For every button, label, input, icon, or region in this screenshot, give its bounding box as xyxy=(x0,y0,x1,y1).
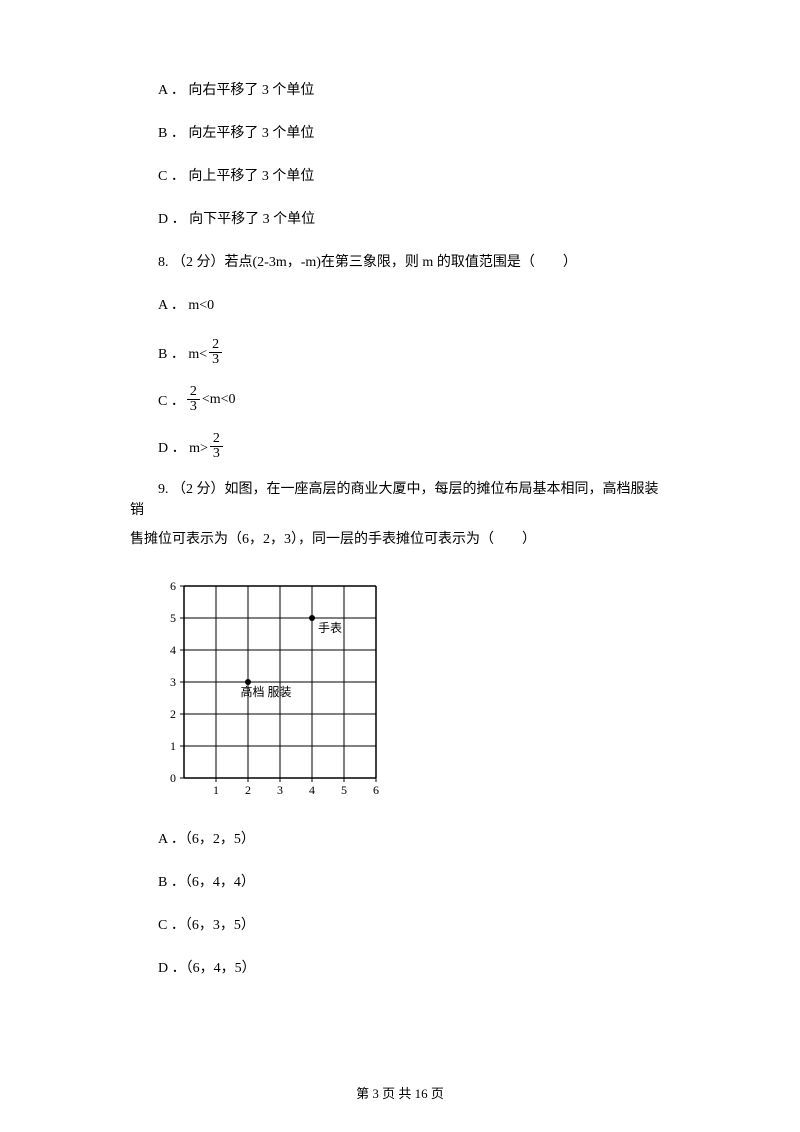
fraction-num: 2 xyxy=(210,432,223,447)
svg-text:1: 1 xyxy=(170,739,176,753)
option-8-d-prefix: D ． m> xyxy=(158,437,208,457)
option-8-a: A ． m<0 xyxy=(130,295,670,316)
fraction-den: 3 xyxy=(210,447,223,461)
svg-text:6: 6 xyxy=(170,579,176,593)
svg-text:6: 6 xyxy=(373,783,379,797)
svg-text:5: 5 xyxy=(170,611,176,625)
option-8-c-suffix: <m<0 xyxy=(202,392,236,408)
svg-text:0: 0 xyxy=(170,771,176,785)
question-8-prompt: 8. （2 分）若点(2-3m，-m)在第三象限，则 m 的取值范围是（ ） xyxy=(130,252,670,273)
option-8-d: D ． m> 2 3 xyxy=(130,432,670,461)
page-footer: 第 3 页 共 16 页 xyxy=(0,1083,800,1102)
svg-text:手表: 手表 xyxy=(318,621,342,635)
fraction-den: 3 xyxy=(187,400,200,414)
option-8-c-prefix: C ． xyxy=(158,390,185,410)
svg-text:4: 4 xyxy=(170,643,176,657)
option-9-c: C ．（6，3，5） xyxy=(130,915,670,936)
svg-text:1: 1 xyxy=(213,783,219,797)
option-7-d: D ． 向下平移了 3 个单位 xyxy=(130,209,670,230)
option-9-a: A ．（6，2，5） xyxy=(130,829,670,850)
fraction-num: 2 xyxy=(187,385,200,400)
svg-text:高档 服装: 高档 服装 xyxy=(240,684,291,699)
option-7-c: C ． 向上平移了 3 个单位 xyxy=(130,166,670,187)
svg-text:4: 4 xyxy=(309,783,315,797)
question-9-line2: 售摊位可表示为（6，2，3），同一层的手表摊位可表示为（ ） xyxy=(130,529,670,550)
coordinate-grid: 0 1 2 3 4 5 6 1 2 3 4 5 6 高档 服装 手表 xyxy=(158,570,406,802)
fraction-2-3: 2 3 xyxy=(209,338,222,367)
svg-text:5: 5 xyxy=(341,783,347,797)
option-8-b: B ． m< 2 3 xyxy=(130,338,670,367)
option-8-b-prefix: B ． m< xyxy=(158,343,207,363)
option-7-b: B ． 向左平移了 3 个单位 xyxy=(130,123,670,144)
svg-text:3: 3 xyxy=(277,783,283,797)
svg-text:2: 2 xyxy=(245,783,251,797)
fraction-num: 2 xyxy=(209,338,222,353)
option-9-b: B ．（6，4，4） xyxy=(130,872,670,893)
option-7-a: A ． 向右平移了 3 个单位 xyxy=(130,80,670,101)
svg-text:2: 2 xyxy=(170,707,176,721)
fraction-2-3: 2 3 xyxy=(210,432,223,461)
svg-text:3: 3 xyxy=(170,675,176,689)
grid-figure: 0 1 2 3 4 5 6 1 2 3 4 5 6 高档 服装 手表 xyxy=(130,570,670,807)
fraction-2-3: 2 3 xyxy=(187,385,200,414)
option-8-c: C ． 2 3 <m<0 xyxy=(130,385,670,414)
question-9-line1: 9. （2 分）如图，在一座高层的商业大厦中，每层的摊位布局基本相同，高档服装销 xyxy=(130,479,670,521)
option-9-d: D ．（6，4，5） xyxy=(130,958,670,979)
fraction-den: 3 xyxy=(209,353,222,367)
